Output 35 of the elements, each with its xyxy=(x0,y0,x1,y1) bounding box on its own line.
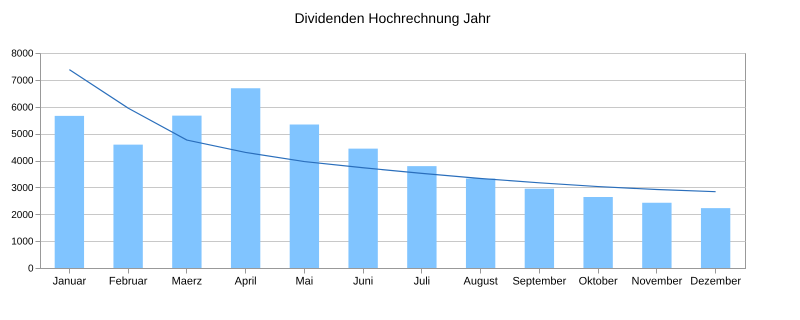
bar xyxy=(466,178,496,268)
x-tick-label: Maerz xyxy=(172,276,202,288)
x-tick-label: Juli xyxy=(414,276,430,288)
x-tick-label: September xyxy=(512,276,567,288)
bar xyxy=(583,197,613,268)
bar xyxy=(348,148,378,268)
x-tick-label: Februar xyxy=(108,276,148,288)
bar xyxy=(54,116,84,268)
bar xyxy=(700,208,730,268)
y-tick-label: 6000 xyxy=(11,102,34,114)
x-tick-label: Januar xyxy=(52,276,87,288)
y-tick-label: 3000 xyxy=(11,182,34,194)
y-tick-label: 4000 xyxy=(11,156,34,167)
x-tick-label: Dezember xyxy=(690,276,742,288)
x-tick-label: November xyxy=(632,276,683,288)
y-tick-label: 1000 xyxy=(11,236,34,248)
x-tick-label: August xyxy=(464,276,498,288)
y-tick-label: 2000 xyxy=(11,210,34,221)
y-tick-label: 0 xyxy=(28,264,34,274)
bar xyxy=(230,88,260,268)
bar xyxy=(290,124,320,268)
bar xyxy=(524,188,554,268)
line-series xyxy=(68,69,716,192)
chart-title: Dividenden Hochrechnung Jahr xyxy=(294,10,491,26)
bar xyxy=(172,116,202,268)
x-tick-label: Juni xyxy=(353,276,374,288)
bar xyxy=(642,202,672,268)
bar xyxy=(407,166,437,268)
x-tick-label: Oktober xyxy=(578,276,618,288)
x-tick-label: Mai xyxy=(296,276,314,288)
y-tick-label: 5000 xyxy=(11,129,34,140)
x-tick-label: April xyxy=(234,276,257,288)
y-tick-label: 8000 xyxy=(11,48,34,60)
y-tick-label: 7000 xyxy=(11,75,34,86)
bar xyxy=(113,144,143,268)
